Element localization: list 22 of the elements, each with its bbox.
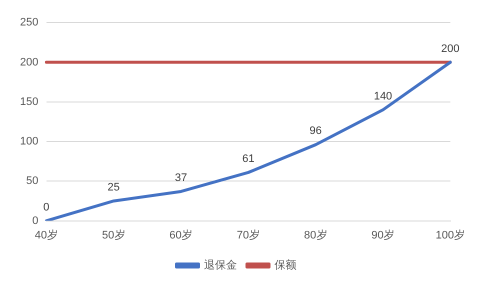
x-tick-label: 100岁 [436,229,466,242]
data-label: 61 [242,152,254,165]
x-tick-label: 40岁 [34,229,58,242]
x-tick-label: 80岁 [304,229,328,242]
y-tick-label: 200 [20,56,38,68]
legend-label: 保额 [274,258,296,272]
x-tick-label: 70岁 [236,229,260,242]
y-tick-label: 150 [20,96,38,108]
y-tick-label: 250 [20,16,38,29]
x-tick-label: 90岁 [371,229,395,242]
x-tick-label: 50岁 [102,229,126,242]
y-tick-label: 0 [32,214,38,227]
data-label: 140 [374,90,392,102]
data-label: 37 [174,172,188,184]
y-tick-label: 50 [26,175,38,188]
legend-label: 退保金 [204,258,237,272]
data-label: 0 [43,201,50,214]
data-label: 25 [108,182,120,194]
x-tick-label: 60岁 [169,229,193,242]
data-label: 200 [441,42,460,55]
data-label: 96 [310,125,322,138]
y-tick-label: 100 [20,136,38,148]
